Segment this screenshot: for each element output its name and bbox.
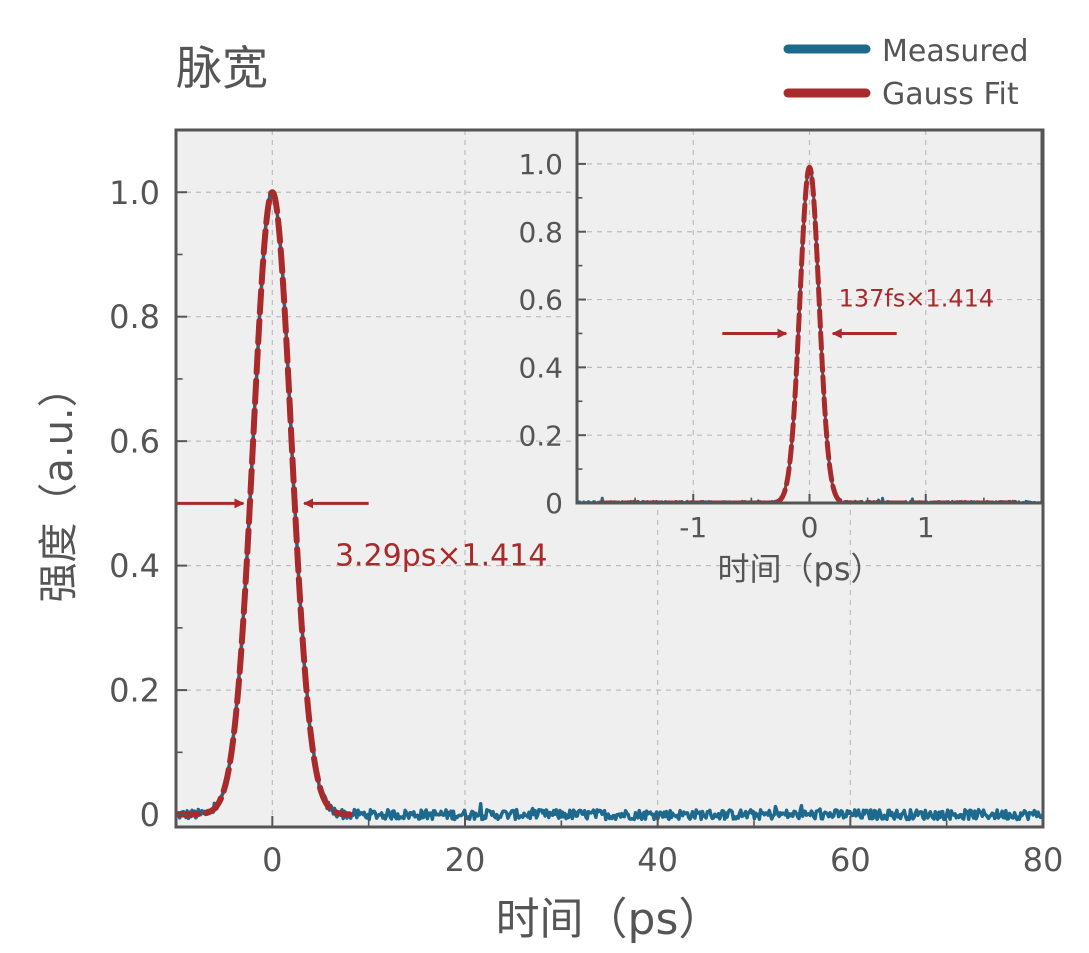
inset-y-tick-label: 0 [545, 487, 563, 520]
inset-fwhm-label: 137fs×1.414 [839, 284, 995, 312]
inset-plot-background [577, 130, 1042, 503]
inset-ticks: 0 0.2 0.4 0.6 0.8 1.0 -1 0 1 [518, 148, 985, 544]
inset-y-tick-label: 0.8 [518, 216, 563, 249]
legend: Measured Gauss Fit [783, 34, 1029, 112]
chart-title: 脉宽 [176, 41, 268, 95]
main-x-tick-label: 40 [637, 841, 678, 879]
inset-x-tick-label: -1 [679, 511, 707, 544]
inset-grid [577, 130, 1042, 503]
main-y-tick-label: 0.2 [109, 672, 160, 710]
main-annotation: 3.29ps×1.414 [176, 498, 548, 574]
inset-x-tick-label: 1 [917, 511, 935, 544]
legend-fit-label: Gauss Fit [882, 77, 1019, 112]
main-ticks: 0 0.2 0.4 0.6 0.8 1.0 0 20 40 60 80 [109, 174, 1063, 879]
main-y-tick-label: 0 [140, 796, 160, 834]
inset-x-tick-label: 0 [801, 511, 819, 544]
main-x-tick-label: 80 [1023, 841, 1064, 879]
main-series-group [176, 189, 1043, 822]
inset-x-axis-label: 时间（ps） [718, 550, 883, 588]
main-y-axis-label: 强度（a.u.） [36, 367, 82, 602]
main-x-tick-label: 20 [445, 841, 486, 879]
inset-plot-frame [575, 128, 1044, 505]
legend-measured-label: Measured [882, 34, 1029, 69]
main-x-tick-label: 60 [830, 841, 871, 879]
main-x-axis-label: 时间（ps） [496, 894, 723, 945]
inset-y-tick-label: 0.4 [518, 351, 563, 384]
inset-series-gauss-fit [597, 164, 1022, 503]
inset-y-tick-label: 0.6 [518, 284, 563, 317]
inset-y-tick-label: 1.0 [518, 148, 563, 181]
main-y-tick-label: 1.0 [109, 174, 160, 212]
main-y-tick-label: 0.8 [109, 298, 160, 336]
main-fwhm-label: 3.29ps×1.414 [335, 539, 548, 574]
main-x-tick-label: 0 [262, 841, 282, 879]
main-series-gauss-fit [176, 189, 353, 818]
inset-annotation: 137fs×1.414 [722, 284, 995, 339]
inset-y-tick-label: 0.2 [518, 419, 563, 452]
main-y-tick-label: 0.6 [109, 423, 160, 461]
main-y-tick-label: 0.4 [109, 547, 160, 585]
